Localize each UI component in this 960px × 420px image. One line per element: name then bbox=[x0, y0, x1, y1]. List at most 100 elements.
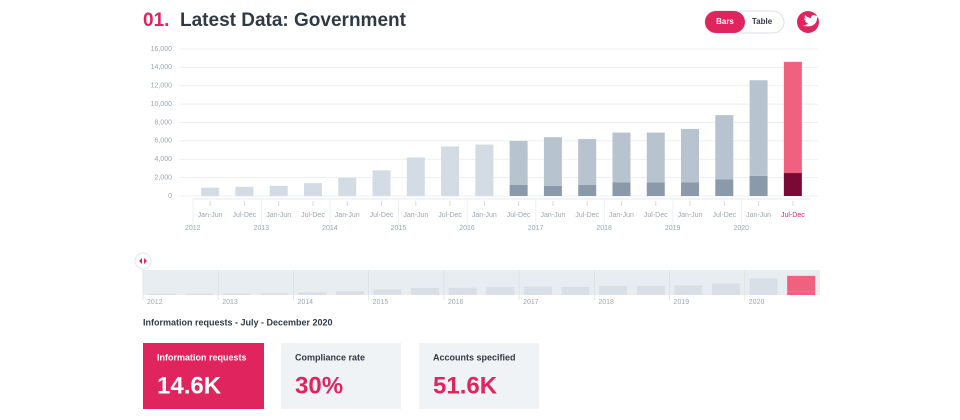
bar-segment bbox=[509, 184, 528, 196]
mini-bar bbox=[486, 287, 515, 294]
mini-bar bbox=[523, 286, 552, 294]
bar-segment bbox=[338, 177, 357, 196]
mini-bar bbox=[411, 287, 440, 295]
bar-segment bbox=[578, 139, 597, 185]
y-tick-label: 4,000 bbox=[154, 156, 172, 163]
bars-button[interactable] bbox=[705, 11, 745, 33]
mini-bar bbox=[636, 285, 665, 294]
mini-bar bbox=[561, 293, 590, 295]
bar-segment bbox=[783, 173, 802, 196]
bar-segment bbox=[681, 182, 700, 196]
twitter-icon bbox=[802, 15, 819, 27]
bar-segment bbox=[612, 132, 631, 183]
mini-bar bbox=[711, 292, 740, 295]
y-tick-label: 6,000 bbox=[154, 138, 172, 145]
x-tick-label: Jul-Dec bbox=[507, 212, 531, 219]
nav-year-label: 2012 bbox=[147, 299, 163, 306]
x-tick-label: Jul-Dec bbox=[575, 212, 599, 219]
bar-segment bbox=[783, 61, 802, 174]
bar-segment bbox=[543, 185, 562, 196]
nav-year-label: 2017 bbox=[523, 299, 539, 306]
bar-segment bbox=[509, 140, 528, 185]
card[interactable] bbox=[143, 343, 264, 409]
section-number: 01. bbox=[143, 10, 169, 31]
bars-label[interactable]: Bars bbox=[716, 17, 734, 26]
y-tick-label: 12,000 bbox=[151, 83, 173, 90]
year-label: 2015 bbox=[391, 225, 407, 232]
year-label: 2018 bbox=[596, 225, 612, 232]
mini-bar bbox=[298, 292, 327, 295]
year-label: 2020 bbox=[733, 225, 749, 232]
x-tick-label: Jul-Dec bbox=[644, 212, 668, 219]
x-tick-label: Jan-Jun bbox=[609, 212, 634, 219]
x-tick-label: Jul-Dec bbox=[370, 212, 394, 219]
year-label: 2019 bbox=[665, 225, 681, 232]
mini-bar bbox=[787, 275, 816, 292]
year-label: 2014 bbox=[322, 225, 338, 232]
navigator bbox=[143, 270, 820, 295]
bar-segment bbox=[646, 132, 665, 183]
mini-bar bbox=[523, 293, 552, 295]
mini-bar bbox=[260, 293, 289, 295]
x-tick-label: Jul-Dec bbox=[301, 212, 325, 219]
mini-bar bbox=[147, 293, 176, 295]
mini-bar bbox=[674, 293, 703, 295]
nav-year-label: 2013 bbox=[222, 299, 238, 306]
bar-segment bbox=[681, 128, 700, 183]
nav-year-label: 2014 bbox=[297, 299, 313, 306]
card[interactable] bbox=[419, 343, 539, 409]
x-tick-label: Jan-Jun bbox=[472, 212, 497, 219]
y-tick-label: 10,000 bbox=[151, 101, 173, 108]
mini-bar bbox=[599, 293, 628, 295]
mini-bar bbox=[674, 285, 703, 294]
x-tick-label: Jan-Jun bbox=[746, 212, 771, 219]
bar-segment bbox=[543, 137, 562, 186]
bar-segment bbox=[406, 157, 425, 196]
card-label: Compliance rate bbox=[295, 352, 365, 362]
mini-bar bbox=[599, 285, 628, 294]
bar-segment bbox=[441, 146, 460, 196]
card-label: Information requests bbox=[157, 352, 247, 362]
card-value: 14.6K bbox=[157, 372, 222, 399]
mini-bar bbox=[335, 291, 364, 295]
page-title: Latest Data: Government bbox=[180, 10, 407, 31]
mini-bar bbox=[486, 293, 515, 295]
bar-segment bbox=[303, 183, 322, 196]
navigator-handle[interactable] bbox=[134, 252, 152, 270]
y-tick-label: 14,000 bbox=[151, 64, 173, 71]
year-label: 2016 bbox=[459, 225, 475, 232]
x-tick-label: Jul-Dec bbox=[438, 212, 462, 219]
mini-bar bbox=[787, 291, 816, 295]
nav-year-label: 2018 bbox=[598, 299, 614, 306]
mini-bar bbox=[711, 283, 740, 293]
mini-bar bbox=[561, 286, 590, 294]
y-tick-label: 8,000 bbox=[154, 119, 172, 126]
y-tick-label: 16,000 bbox=[151, 46, 173, 53]
card-value: 30% bbox=[295, 372, 343, 399]
x-tick-label: Jan-Jun bbox=[198, 212, 223, 219]
x-tick-label: Jan-Jun bbox=[335, 212, 360, 219]
bar-segment bbox=[612, 182, 631, 196]
year-label: 2017 bbox=[528, 225, 544, 232]
mini-bar bbox=[223, 293, 252, 295]
bar-segment bbox=[646, 182, 665, 196]
x-tick-label: Jul-Dec bbox=[781, 212, 805, 219]
mini-bar bbox=[749, 292, 778, 295]
bar-segment bbox=[578, 184, 597, 196]
card[interactable] bbox=[281, 343, 401, 409]
mini-bar bbox=[373, 289, 402, 295]
y-tick-label: 0 bbox=[168, 193, 172, 200]
nav-year-label: 2016 bbox=[448, 299, 464, 306]
table-label[interactable]: Table bbox=[752, 17, 773, 26]
nav-year-label: 2020 bbox=[749, 299, 765, 306]
x-tick-label: Jul-Dec bbox=[712, 212, 736, 219]
card-value: 51.6K bbox=[433, 372, 498, 399]
nav-year-label: 2019 bbox=[674, 299, 690, 306]
bar-segment bbox=[715, 179, 734, 196]
x-tick-label: Jan-Jun bbox=[678, 212, 703, 219]
x-tick-label: Jul-Dec bbox=[233, 212, 257, 219]
x-tick-label: Jan-Jun bbox=[266, 212, 291, 219]
mini-bar bbox=[185, 293, 214, 295]
bar-segment bbox=[749, 175, 768, 196]
